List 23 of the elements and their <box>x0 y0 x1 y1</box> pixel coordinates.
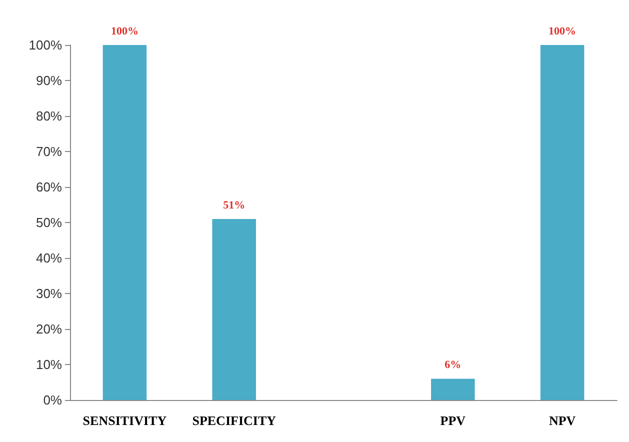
y-tick-label: 100% <box>28 38 62 52</box>
y-tick-label: 20% <box>36 322 62 336</box>
bar <box>102 45 147 400</box>
y-tick-label: 50% <box>36 215 62 230</box>
y-tick-label: 90% <box>36 73 62 88</box>
x-tick-label: SPECIFICITY <box>192 413 277 428</box>
x-tick-label: SENSITIVITY <box>82 413 168 428</box>
data-label: 100% <box>110 26 138 38</box>
x-tick-label: PPV <box>440 413 466 428</box>
bar <box>431 378 475 400</box>
data-label: 6% <box>444 359 462 372</box>
data-label: 100% <box>548 26 576 38</box>
bar <box>540 45 584 400</box>
y-tick-label: 30% <box>36 286 62 301</box>
data-label: 51% <box>223 199 246 212</box>
y-tick-label: 0% <box>43 392 62 408</box>
y-tick-label: 10% <box>36 357 62 372</box>
bar <box>212 218 256 400</box>
y-tick-label: 40% <box>36 250 62 266</box>
y-tick-label: 70% <box>36 144 62 159</box>
x-tick-label: NPV <box>548 413 576 428</box>
y-tick-label: 80% <box>36 108 62 124</box>
y-tick-label: 60% <box>36 180 62 194</box>
